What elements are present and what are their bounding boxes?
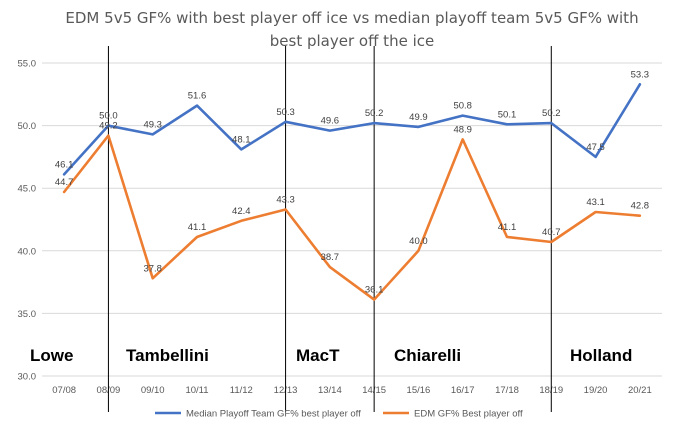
x-tick-label: 07/08	[52, 385, 76, 396]
x-axis-ticks: 07/08 08/09 09/10 10/11 11/12 12/13 13/14 14/15…	[52, 385, 651, 396]
era-dividers	[107, 46, 552, 412]
data-label-median: 49.9	[409, 112, 428, 123]
data-label-median: 49.3	[143, 119, 162, 130]
y-tick-label: 50.0	[18, 121, 37, 132]
series-line-median-playoff-team	[62, 83, 642, 176]
x-tick-label: 11/12	[230, 385, 253, 396]
data-label-median: 50.3	[276, 107, 295, 118]
x-tick-label: 13/14	[318, 385, 342, 396]
legend-label: EDM GF% Best player off	[414, 409, 523, 420]
data-label-median: 50.8	[453, 101, 472, 112]
data-label-edm: 48.9	[453, 124, 472, 135]
data-label-median: 51.6	[188, 91, 207, 102]
x-tick-label: 10/11	[185, 385, 208, 396]
y-tick-label: 55.0	[18, 59, 37, 70]
data-label-edm: 40.7	[542, 227, 561, 238]
era-label-tambellini: Tambellini	[126, 346, 209, 365]
x-tick-label: 20/21	[628, 385, 652, 396]
data-label-median: 49.6	[321, 116, 340, 127]
era-label-mact: MacT	[296, 346, 340, 365]
data-label-median: 47.5	[586, 142, 605, 153]
y-tick-label: 35.0	[18, 309, 37, 320]
series-lines	[62, 83, 642, 301]
data-label-edm: 43.1	[586, 197, 605, 208]
data-label-median: 50.0	[99, 111, 118, 122]
data-label-edm: 42.4	[232, 206, 251, 217]
data-label-median: 53.3	[631, 69, 650, 80]
data-label-edm: 37.8	[143, 263, 162, 274]
data-labels: 46.1 44.7 50.049.2 49.3 37.8 51.6 41.1 48.1 42.4…	[55, 69, 649, 295]
data-label-edm: 41.1	[188, 222, 207, 233]
data-label-median: 50.2	[365, 108, 384, 119]
era-label-chiarelli: Chiarelli	[394, 346, 461, 365]
data-label-edm: 36.1	[365, 285, 384, 296]
series-line-edm	[62, 134, 642, 301]
era-label-lowe: Lowe	[30, 346, 73, 365]
era-label-holland: Holland	[570, 346, 632, 365]
y-axis-ticks: 30.0 35.0 40.0 45.0 50.0 55.0	[18, 59, 37, 383]
data-label-edm: 44.7	[55, 177, 74, 188]
data-label-edm: 42.8	[631, 201, 650, 212]
data-label-edm: 49.2	[99, 121, 118, 132]
legend-label: Median Playoff Team GF% best player off	[186, 409, 361, 420]
x-tick-label: 15/16	[407, 385, 431, 396]
x-tick-label: 09/10	[141, 385, 165, 396]
data-label-edm: 43.3	[276, 194, 295, 205]
data-label-edm: 41.1	[498, 222, 517, 233]
legend: Median Playoff Team GF% best player off E…	[155, 409, 523, 420]
y-tick-label: 45.0	[18, 184, 37, 195]
chart-title-line-2: best player off the ice	[270, 32, 434, 50]
x-tick-label: 16/17	[451, 385, 475, 396]
data-label-edm: 38.7	[321, 252, 340, 263]
chart-title-line-1: EDM 5v5 GF% with best player off ice vs …	[65, 9, 638, 27]
y-tick-label: 40.0	[18, 246, 37, 257]
data-label-median: 46.1	[55, 159, 74, 170]
y-tick-label: 30.0	[18, 372, 37, 383]
era-labels: Lowe Tambellini MacT Chiarelli Holland	[30, 346, 632, 365]
x-tick-label: 19/20	[584, 385, 608, 396]
data-label-edm: 40.0	[409, 236, 428, 247]
data-label-median: 50.1	[498, 109, 517, 120]
data-label-median: 48.1	[232, 134, 251, 145]
x-tick-label: 17/18	[495, 385, 519, 396]
data-label-median: 50.2	[542, 108, 561, 119]
